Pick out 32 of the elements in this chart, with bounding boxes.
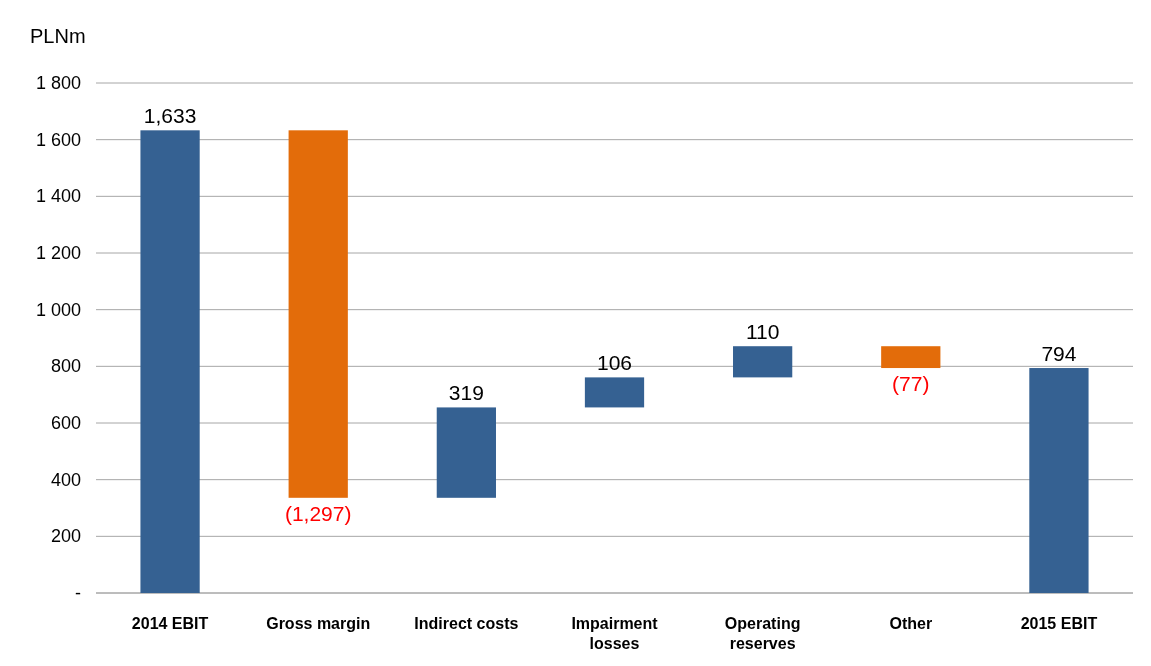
y-tick-label: 200 — [50, 526, 81, 547]
bar — [436, 407, 496, 498]
x-tick-label: Impairment losses — [571, 615, 659, 652]
bar — [288, 130, 348, 498]
y-tick-label: 400 — [50, 469, 81, 490]
y-tick-label: 600 — [50, 413, 81, 433]
data-label: 1,633 — [143, 104, 197, 128]
y-tick-label: 1 200 — [35, 243, 81, 263]
y-tick-label: 800 — [50, 356, 81, 377]
y-tick-label: 1 800 — [35, 73, 81, 93]
y-axis-title: PLNm — [30, 25, 86, 47]
bar — [140, 130, 200, 593]
x-tick-label: Operating reserves — [724, 615, 801, 652]
x-tick-label: Gross margin — [266, 615, 371, 632]
data-label: 319 — [448, 381, 484, 405]
x-tick-label: 2015 EBIT — [1020, 615, 1098, 632]
y-tick-label: 1 400 — [35, 186, 81, 207]
y-tick-label: 1 600 — [35, 129, 81, 150]
y-tick-label: - — [75, 583, 81, 603]
y-tick-label: 1 000 — [35, 299, 81, 320]
x-tick-label: Indirect costs — [414, 615, 519, 632]
data-label: 106 — [596, 351, 633, 375]
x-tick-label: 2014 EBIT — [131, 615, 209, 632]
bar — [881, 346, 941, 369]
data-label: (1,297) — [284, 501, 352, 525]
data-label: (77) — [892, 372, 930, 396]
data-label: 110 — [745, 320, 780, 344]
x-tick-label: Other — [889, 615, 933, 632]
bar — [733, 346, 793, 378]
data-label: 794 — [1041, 342, 1077, 366]
bar — [1029, 368, 1089, 593]
bar — [584, 377, 645, 408]
